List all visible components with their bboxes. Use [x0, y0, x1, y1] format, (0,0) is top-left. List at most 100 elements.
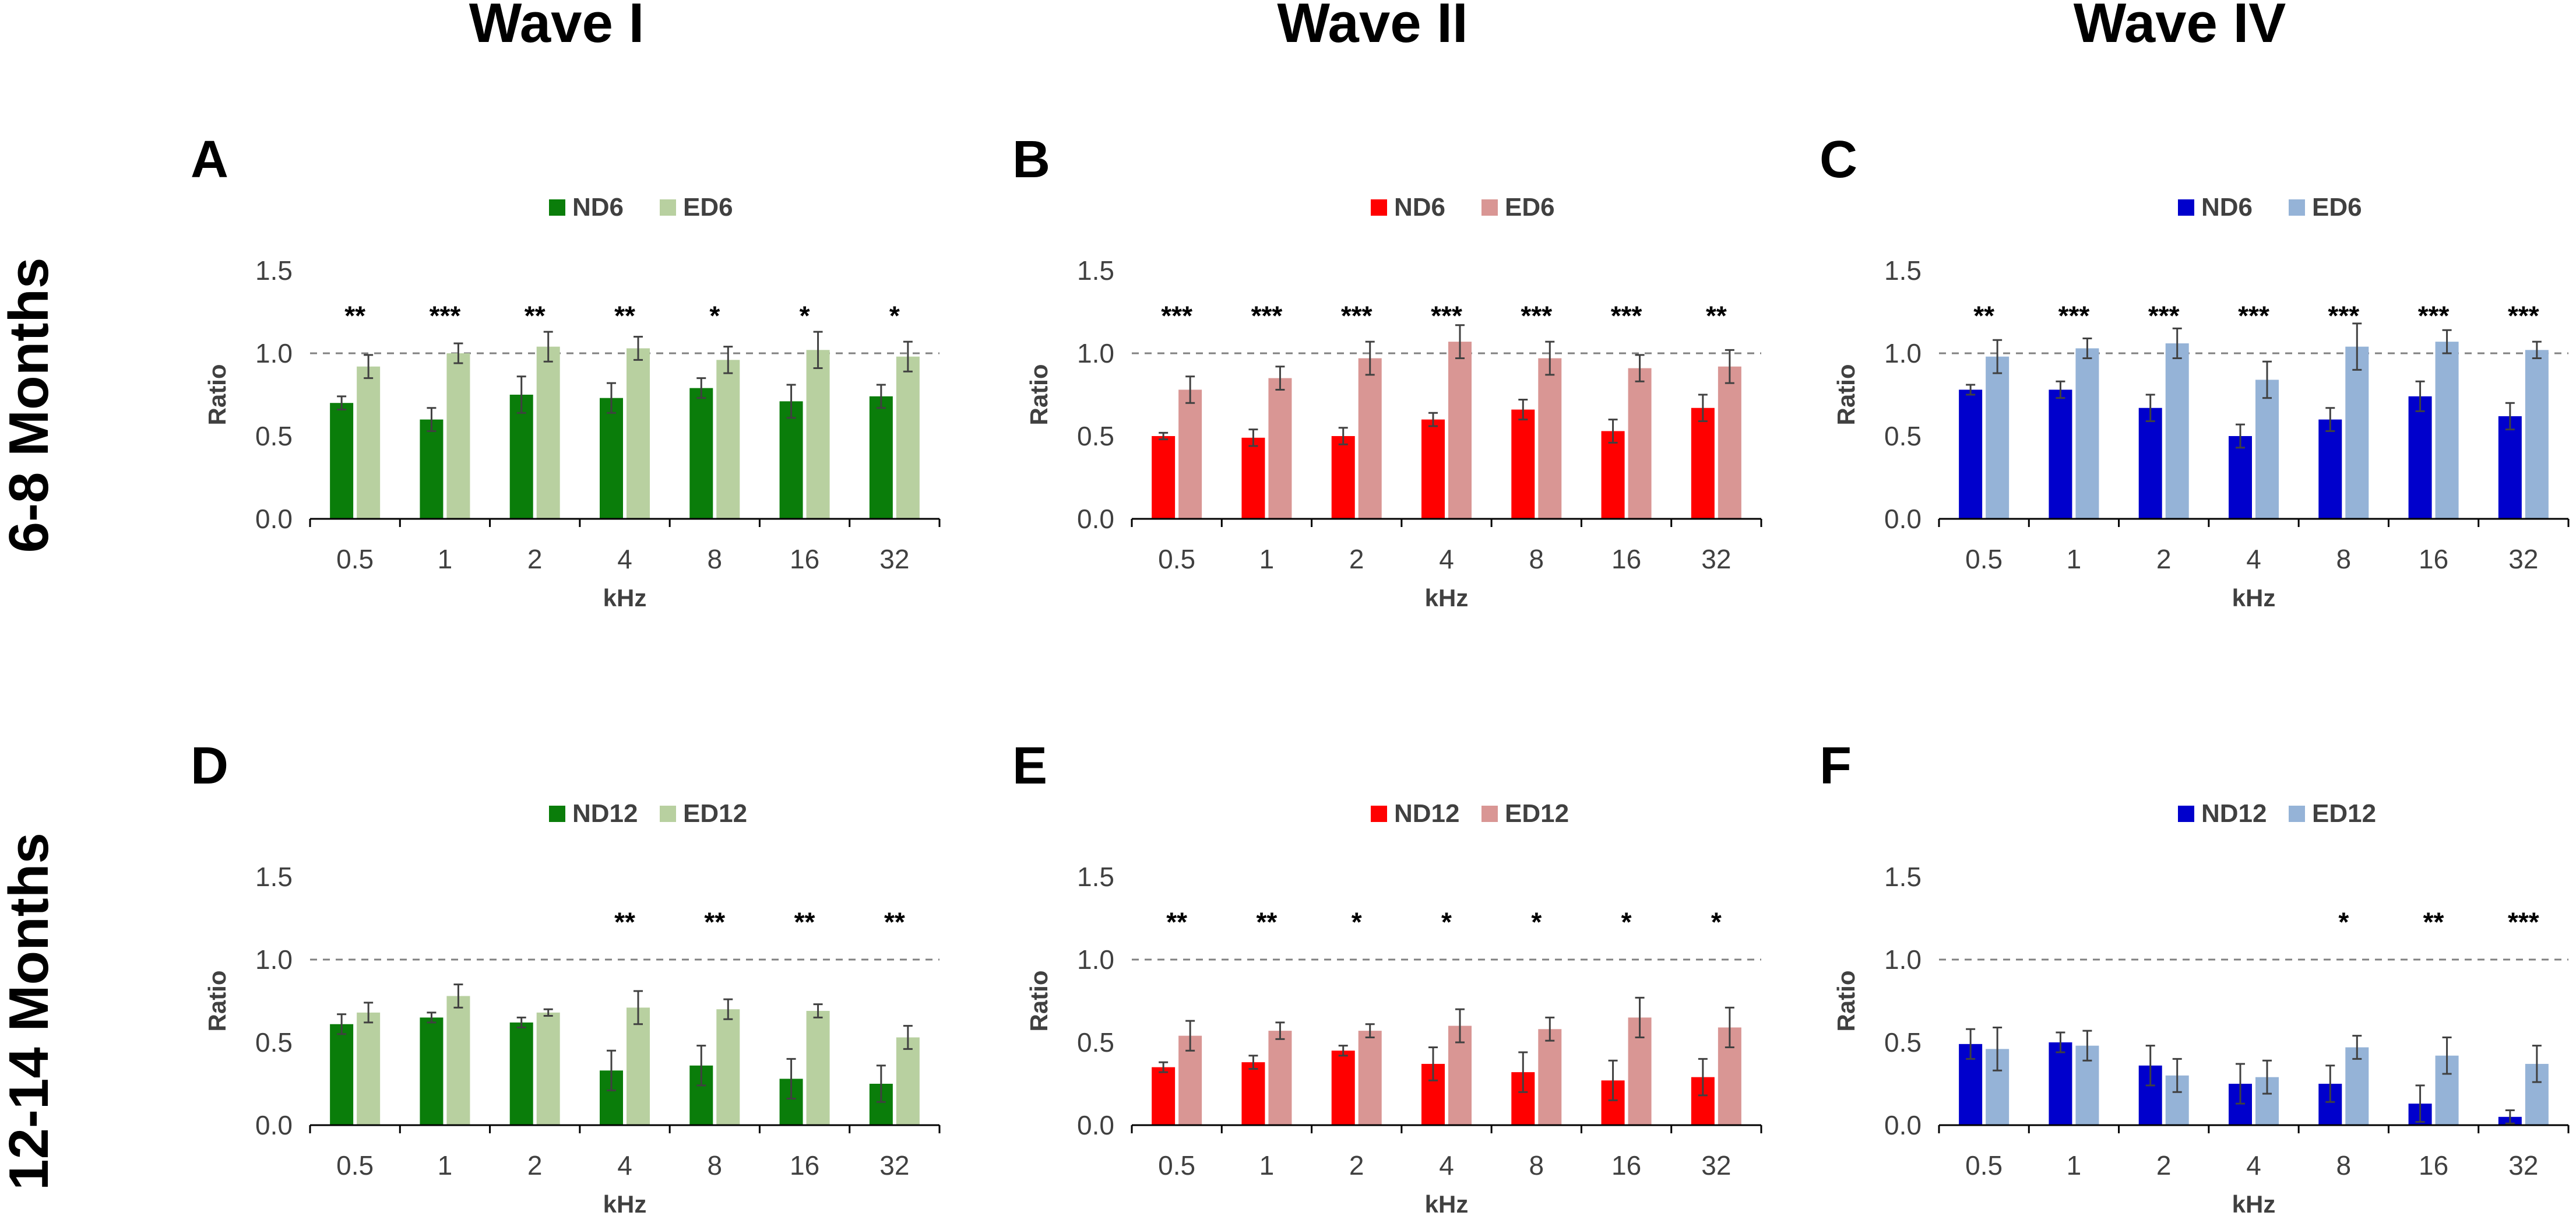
- significance-marker: ***: [2418, 301, 2450, 331]
- legend-label: ED12: [2312, 799, 2376, 828]
- bar-ed12: [716, 1009, 740, 1125]
- y-tick-label: 1.0: [1077, 944, 1114, 975]
- legend-label: ND6: [1394, 193, 1445, 222]
- x-tick-label: 4: [1439, 544, 1454, 574]
- x-tick-label: 16: [1611, 1150, 1641, 1181]
- bar-ed12: [1358, 1031, 1382, 1125]
- x-tick-label: 32: [879, 1150, 909, 1181]
- x-tick-label: 2: [2156, 1150, 2172, 1181]
- bar-ed12: [1538, 1029, 1562, 1125]
- y-tick-label: 0.5: [1077, 1027, 1114, 1058]
- significance-marker: ***: [2328, 301, 2359, 331]
- significance-marker: ***: [2508, 301, 2539, 331]
- x-axis-label: kHz: [2232, 584, 2276, 612]
- y-axis-label: Ratio: [1025, 364, 1053, 426]
- legend-label: ED6: [1505, 193, 1555, 222]
- y-tick-label: 1.5: [255, 862, 293, 892]
- bar-ed6: [806, 350, 830, 519]
- x-axis-label: kHz: [603, 584, 647, 612]
- x-tick-label: 0.5: [336, 1150, 374, 1181]
- legend-swatch: [2178, 806, 2194, 822]
- significance-marker: ***: [2508, 907, 2539, 937]
- x-tick-label: 1: [438, 1150, 453, 1181]
- significance-marker: **: [2423, 907, 2444, 937]
- bar-ed6: [1268, 378, 1292, 519]
- significance-marker: *: [889, 301, 900, 331]
- significance-marker: **: [884, 907, 905, 937]
- y-tick-label: 1.0: [255, 338, 293, 368]
- significance-marker: **: [1166, 907, 1187, 937]
- bar-nd12: [2049, 1042, 2072, 1125]
- legend-label: ND6: [572, 193, 624, 222]
- bar-ed6: [2075, 348, 2099, 519]
- y-tick-label: 1.5: [1884, 862, 1922, 892]
- y-tick-label: 0.5: [1077, 421, 1114, 451]
- y-axis-label: Ratio: [203, 364, 231, 426]
- significance-marker: *: [1711, 907, 1722, 937]
- bar-nd6: [1152, 436, 1176, 519]
- x-tick-label: 4: [617, 1150, 632, 1181]
- x-tick-label: 1: [438, 544, 453, 574]
- panel-letter: A: [191, 131, 228, 189]
- bar-nd6: [2318, 419, 2342, 519]
- x-tick-label: 0.5: [336, 544, 374, 574]
- bar-ed6: [716, 360, 740, 519]
- x-axis-label: kHz: [603, 1190, 647, 1218]
- y-tick-label: 0.5: [255, 1027, 293, 1058]
- significance-marker: **: [525, 301, 546, 331]
- legend-swatch: [1371, 199, 1387, 216]
- x-tick-label: 16: [790, 544, 819, 574]
- y-axis-label: Ratio: [203, 971, 231, 1032]
- significance-marker: ***: [1431, 301, 1462, 331]
- legend-swatch: [1371, 806, 1387, 822]
- y-axis-label: Ratio: [1832, 364, 1860, 426]
- x-tick-label: 1: [1259, 544, 1275, 574]
- significance-marker: *: [1441, 907, 1452, 937]
- legend-swatch: [660, 806, 676, 822]
- chart-panel-f: F ND12 ED12 0.0 0.5 1.0 1.5 Ratio 0.5 1 2 4 * 8 ** 16 **…: [1820, 737, 2570, 1218]
- y-tick-label: 0.0: [1077, 504, 1114, 534]
- bar-nd6: [600, 398, 623, 519]
- bar-ed6: [1986, 356, 2010, 519]
- legend-label: ED12: [683, 799, 747, 828]
- y-tick-label: 1.0: [255, 944, 293, 975]
- y-tick-label: 1.0: [1884, 338, 1922, 368]
- legend-label: ND12: [2201, 799, 2267, 828]
- x-tick-label: 8: [1529, 1150, 1544, 1181]
- x-tick-label: 4: [1439, 1150, 1454, 1181]
- bar-ed6: [1538, 358, 1562, 519]
- bar-ed6: [1448, 342, 1472, 519]
- x-tick-label: 32: [1701, 544, 1731, 574]
- chart-panel-b: B ND6 ED6 0.0 0.5 1.0 1.5 Ratio *** 0.5 *** 1 *** 2 **…: [1012, 131, 1762, 612]
- bar-nd6: [779, 401, 803, 519]
- bar-nd6: [2138, 408, 2162, 519]
- row-title-12-14-months: 12-14 Months: [0, 832, 60, 1190]
- x-tick-label: 2: [527, 544, 543, 574]
- legend-swatch: [660, 199, 676, 216]
- legend-swatch: [2289, 806, 2305, 822]
- bar-ed12: [627, 1007, 650, 1125]
- bar-ed12: [536, 1012, 560, 1125]
- legend-label: ED6: [2312, 193, 2362, 222]
- bar-nd6: [509, 395, 533, 519]
- x-tick-label: 4: [617, 544, 632, 574]
- bar-nd12: [1152, 1067, 1176, 1125]
- chart-panel-c: C ND6 ED6 0.0 0.5 1.0 1.5 Ratio ** 0.5 *** 1 *** 2 ***…: [1820, 131, 2570, 612]
- significance-marker: ***: [1611, 301, 1642, 331]
- bar-nd6: [2229, 436, 2252, 519]
- x-axis-label: kHz: [1425, 1190, 1469, 1218]
- chart-panel-d: D ND12 ED12 0.0 0.5 1.0 1.5 Ratio 0.5 1 2 ** 4 ** 8 ** 1…: [191, 737, 941, 1218]
- panel-letter: D: [191, 737, 228, 795]
- legend-swatch: [549, 806, 565, 822]
- bar-nd6: [330, 403, 354, 519]
- bar-nd6: [1511, 409, 1535, 519]
- bar-nd6: [2408, 396, 2432, 519]
- significance-marker: ***: [1341, 301, 1373, 331]
- y-tick-label: 1.5: [1077, 255, 1114, 286]
- legend-label: ND12: [572, 799, 638, 828]
- x-axis-label: kHz: [2232, 1190, 2276, 1218]
- y-tick-label: 0.0: [1884, 1110, 1922, 1140]
- y-tick-label: 0.5: [1884, 421, 1922, 451]
- legend-swatch: [2178, 199, 2194, 216]
- bar-nd6: [1601, 431, 1625, 519]
